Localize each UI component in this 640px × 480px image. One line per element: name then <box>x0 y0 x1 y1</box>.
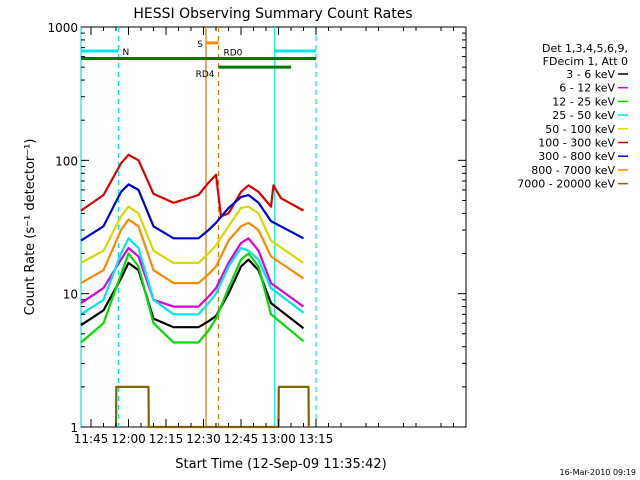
x-tick-label: 12:15 <box>149 432 184 446</box>
series-line-50-100-kev <box>80 205 305 264</box>
x-tick-label: 12:45 <box>224 432 259 446</box>
legend-label-300-800-kev: 300 - 800 keV <box>538 150 615 163</box>
series-line-7000-20000-kev <box>114 385 310 429</box>
annotation-layer: N S RD0 RD4 <box>80 27 317 427</box>
x-tick-label: 13:00 <box>261 432 296 446</box>
legend-label-3-6-kev: 3 - 6 keV <box>566 68 615 81</box>
x-axis-ticks: 11:45 12:00 12:15 12:30 12:45 13:00 13:15 <box>74 27 454 446</box>
y-axis-ticks: 1 10 100 1000 <box>47 21 466 435</box>
chart-title: HESSI Observing Summary Count Rates <box>133 6 412 22</box>
x-tick-label: 11:45 <box>74 432 109 446</box>
legend-label-25-50-kev: 25 - 50 keV <box>552 109 615 122</box>
flag-s-label: S <box>197 40 203 50</box>
series-line-300-800-kev <box>80 183 305 242</box>
y-tick-label: 1 <box>70 421 78 435</box>
flag-rd0-label: RD0 <box>224 49 243 59</box>
x-tick-label: 12:00 <box>111 432 146 446</box>
series-layer <box>80 153 310 429</box>
legend-label-12-25-kev: 12 - 25 keV <box>552 95 615 108</box>
legend-label-800-7000-kev: 800 - 7000 keV <box>531 164 615 177</box>
y-tick-label: 100 <box>55 154 78 168</box>
legend-header-line: FDecim 1, Att 0 <box>543 55 628 68</box>
footer-timestamp: 16-Mar-2010 09:19 <box>560 468 637 477</box>
y-tick-label: 10 <box>63 288 78 302</box>
flag-rd4-label: RD4 <box>196 70 215 80</box>
series-line-25-50-kev <box>80 237 305 316</box>
x-tick-label: 12:30 <box>186 432 221 446</box>
legend-header-line: Det 1,3,4,5,6,9, <box>542 42 628 55</box>
x-axis-label: Start Time (12-Sep-09 11:35:42) <box>175 457 386 472</box>
y-axis-label: Count Rate (s⁻¹ detector⁻¹) <box>23 139 38 316</box>
legend: Det 1,3,4,5,6,9,FDecim 1, Att 03 - 6 keV… <box>517 42 628 191</box>
legend-label-50-100-kev: 50 - 100 keV <box>545 123 615 136</box>
x-tick-label: 13:15 <box>299 432 334 446</box>
y-tick-label: 1000 <box>47 21 78 35</box>
series-line-6-12-kev <box>80 237 305 308</box>
series-line-3-6-kev <box>80 258 305 330</box>
legend-label-6-12-kev: 6 - 12 keV <box>559 82 615 95</box>
flag-n-label: N <box>123 48 130 58</box>
series-line-100-300-kev <box>80 153 305 218</box>
legend-label-7000-20000-kev: 7000 - 20000 keV <box>517 178 615 191</box>
series-line-12-25-kev <box>80 252 305 344</box>
legend-label-100-300-kev: 100 - 300 keV <box>538 137 615 150</box>
series-line-800-7000-kev <box>80 218 305 285</box>
